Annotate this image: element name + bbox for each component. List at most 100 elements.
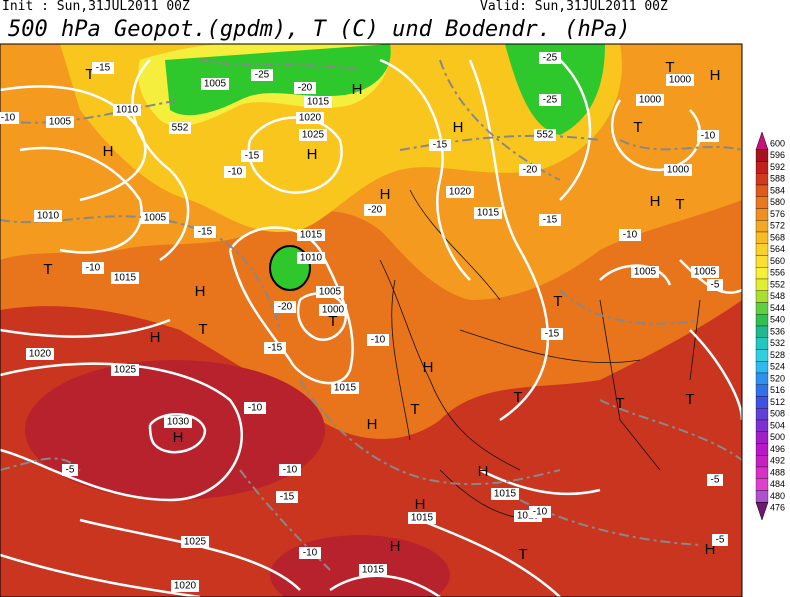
label-box	[534, 129, 556, 141]
pressure-center: T	[85, 66, 94, 83]
colorbar-swatch	[755, 184, 769, 197]
pressure-center: T	[513, 389, 522, 406]
colorbar-swatch	[755, 361, 769, 374]
label-box	[274, 301, 296, 313]
label-box	[264, 342, 286, 354]
pressure-center: T	[675, 196, 684, 213]
label-box	[541, 328, 563, 340]
pressure-center: H	[367, 416, 378, 433]
colorbar-label: 552	[770, 279, 785, 289]
label-box	[539, 94, 561, 106]
colorbar-label: 508	[770, 409, 785, 419]
colorbar-cap	[755, 131, 769, 150]
contour-label: -5	[711, 280, 720, 291]
hot-region	[25, 360, 325, 500]
contour-label: 1005	[144, 213, 167, 224]
cold-region	[165, 44, 391, 116]
contour-label: 1020	[449, 187, 472, 198]
colorbar-label: 500	[770, 432, 785, 442]
label-box	[294, 82, 316, 94]
contour-label: 1005	[634, 267, 657, 278]
contour-label: -15	[543, 215, 558, 226]
contour-label: 1025	[184, 537, 207, 548]
colorbar-label: 540	[770, 315, 785, 325]
colorbar-label: 524	[770, 362, 785, 372]
pressure-center: H	[415, 496, 426, 513]
map-title: 500 hPa Geopot.(gpdm), T (C) und Bodendr…	[8, 17, 631, 42]
contour-label: 1015	[362, 565, 385, 576]
colorbar-swatch	[755, 314, 769, 327]
contour-label: -20	[298, 83, 313, 94]
label-box	[491, 488, 519, 500]
contour-label: -15	[433, 140, 448, 151]
pressure-center: H	[150, 329, 161, 346]
contour-label: -20	[523, 165, 538, 176]
label-box	[304, 96, 332, 108]
label-box	[636, 94, 664, 106]
colorbar-label: 488	[770, 467, 785, 477]
contour-label: -5	[66, 465, 75, 476]
colorbar-label: 548	[770, 291, 785, 301]
contour-label: 1015	[114, 273, 137, 284]
label-box	[276, 491, 298, 503]
contour-label: -10	[1, 113, 16, 124]
label-box	[92, 62, 114, 74]
contour-label: 1020	[174, 581, 197, 592]
pressure-center: H	[173, 429, 184, 446]
colorbar-swatch	[755, 302, 769, 315]
label-box	[619, 229, 641, 241]
colorbar-swatch	[755, 208, 769, 221]
contour-label: 1010	[300, 253, 323, 264]
label-box	[519, 164, 541, 176]
pressure-center: T	[633, 119, 642, 136]
contour-label: 552	[172, 123, 189, 134]
label-box	[364, 204, 386, 216]
coastline	[379, 189, 701, 521]
label-box	[299, 547, 321, 559]
pressure-center: T	[518, 546, 527, 563]
label-box	[297, 252, 325, 264]
label-box	[46, 116, 74, 128]
label-box	[367, 334, 389, 346]
label-box	[299, 129, 327, 141]
contour-label: 1000	[667, 165, 690, 176]
label-box	[408, 512, 436, 524]
colorbar-label: 556	[770, 268, 785, 278]
label-box	[297, 229, 325, 241]
contour-label: 1005	[204, 79, 227, 90]
colorbar-swatch	[755, 278, 769, 291]
contour-label: -15	[198, 227, 213, 238]
colorbar-swatch	[755, 149, 769, 162]
contour-label: -10	[228, 167, 243, 178]
label-box	[474, 207, 502, 219]
colorbar-swatch	[755, 196, 769, 209]
pressure-center: H	[390, 538, 401, 555]
label-box	[194, 226, 216, 238]
label-box	[539, 214, 561, 226]
label-box	[164, 416, 192, 428]
colorbar-label: 484	[770, 479, 785, 489]
contour-label: 1005	[319, 287, 342, 298]
colorbar-swatch	[755, 325, 769, 338]
contour-label: -10	[701, 131, 716, 142]
colorbar-label: 568	[770, 232, 785, 242]
label-box	[331, 382, 359, 394]
contour-label: 1000	[639, 95, 662, 106]
contour-label: -25	[543, 53, 558, 64]
contour-label: -5	[716, 535, 725, 546]
label-box	[697, 130, 719, 142]
contour-label: 1025	[114, 365, 137, 376]
colorbar-cap	[755, 502, 769, 521]
label-box	[707, 474, 723, 486]
label-box	[296, 112, 324, 124]
colorbar-label: 600	[770, 138, 785, 148]
colorbar-swatch	[755, 478, 769, 491]
colorbar-swatch	[755, 490, 769, 503]
colorbar-label: 492	[770, 456, 785, 466]
label-box	[111, 364, 139, 376]
pressure-center: H	[423, 359, 434, 376]
valid-time: Valid: Sun,31JUL2011 00Z	[480, 0, 668, 14]
contour-label: -25	[543, 95, 558, 106]
pressure-center: H	[705, 541, 716, 558]
